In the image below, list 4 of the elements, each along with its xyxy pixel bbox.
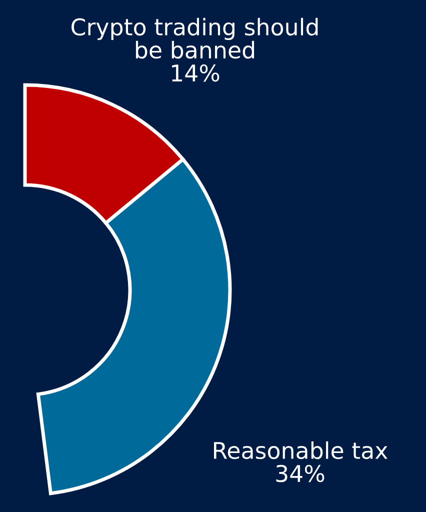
slice-label: Reasonable tax <box>214 441 388 460</box>
data-label: 14% <box>172 64 220 82</box>
slice-label: Crypto trading should be banned <box>72 18 318 59</box>
data-label: 34% <box>276 464 324 482</box>
